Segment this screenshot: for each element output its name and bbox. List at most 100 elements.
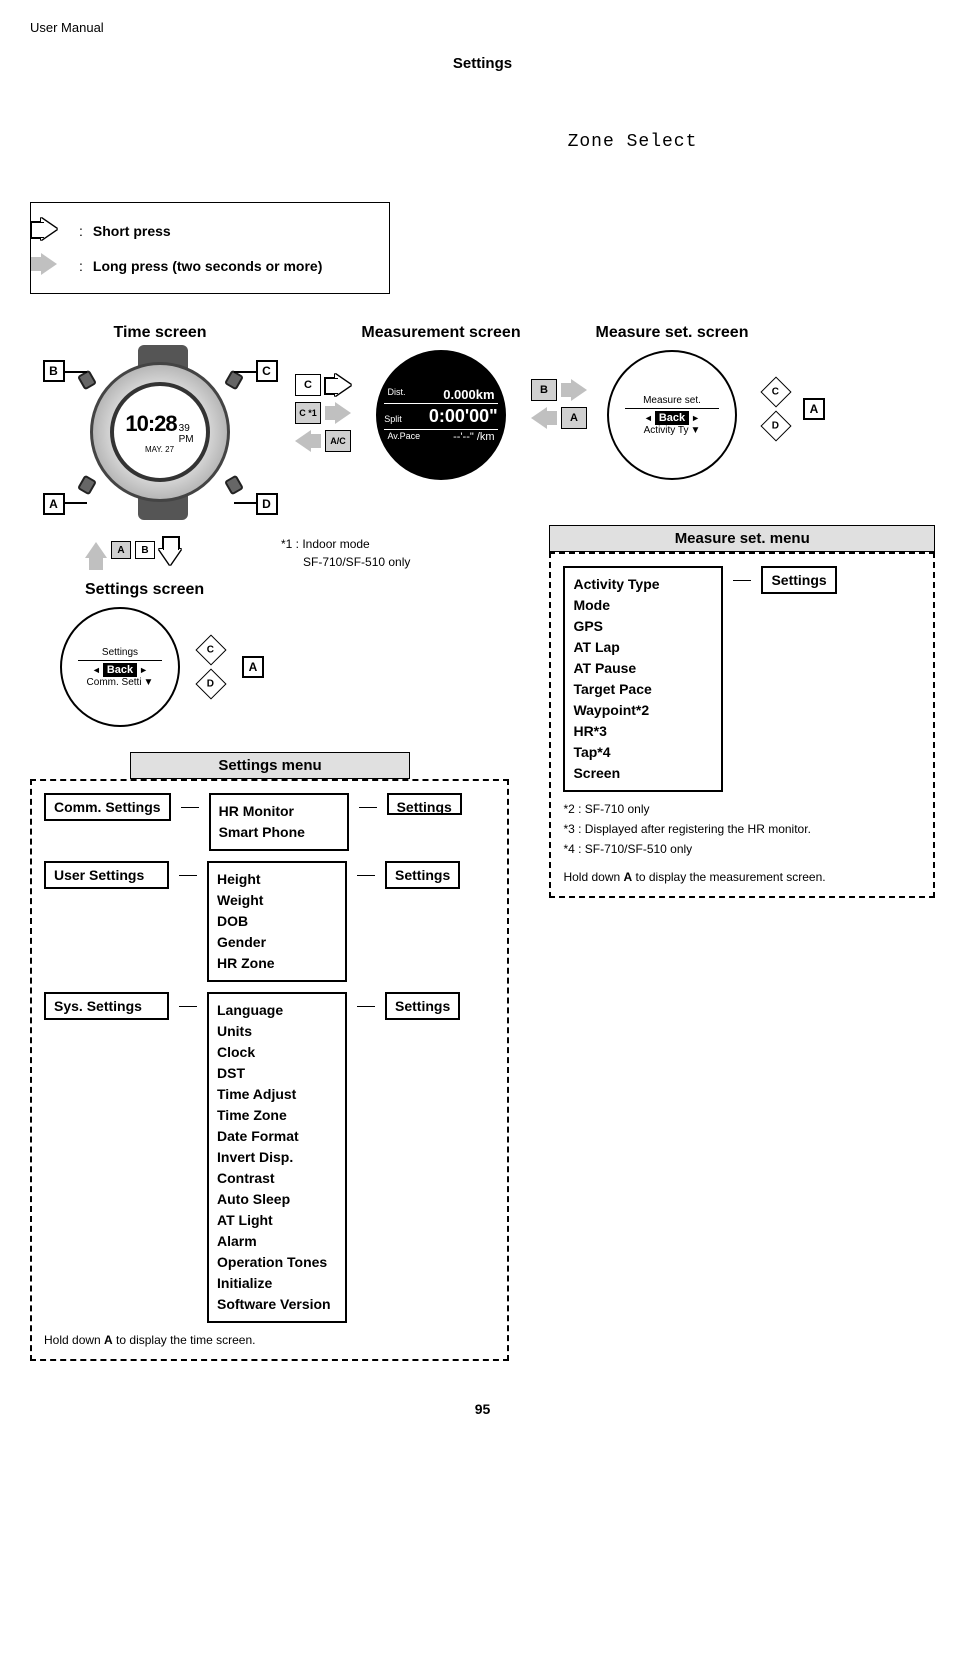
sys-item-1: Units — [217, 1021, 337, 1042]
indoor-note-l1: *1 : Indoor mode — [281, 535, 410, 553]
user-item-1: Weight — [217, 890, 337, 911]
measurement-screen-circle: Dist.0.000km Split0:00'00" Av.Pace--'--"… — [376, 350, 506, 480]
measure-set-menu-header: Measure set. menu — [549, 525, 935, 552]
btn-c-star: C *1 — [295, 402, 321, 424]
sys-item-2: Clock — [217, 1042, 337, 1063]
arrow-short-press-icon — [41, 218, 57, 240]
legend-box: : Short press : Long press (two seconds … — [30, 202, 390, 294]
marker-a-measset: A — [803, 398, 825, 420]
arrow-block-meas-to-set: B A — [531, 379, 587, 429]
comm-settings-box: Settings — [387, 793, 462, 815]
settings-hold-note: Hold down A to display the time screen. — [44, 1333, 495, 1347]
measset-item: Activity Ty — [644, 425, 689, 436]
legend-long-press: Long press (two seconds or more) — [93, 258, 322, 274]
indoor-note-l2: SF-710/SF-510 only — [281, 553, 410, 571]
setscr-back: Back — [103, 663, 137, 677]
meas-split-lbl: Split — [384, 413, 402, 425]
ms-item-7: HR*3 — [573, 721, 713, 742]
measure-set-circle: Measure set. ◄Back► Activity Ty▼ — [607, 350, 737, 480]
user-item-4: HR Zone — [217, 953, 337, 974]
sys-settings-label: Sys. Settings — [44, 992, 169, 1020]
page-number: 95 — [30, 1401, 935, 1417]
arrow-left-grey-icon — [295, 430, 311, 452]
measset-back: Back — [655, 411, 689, 425]
user-settings-label: User Settings — [44, 861, 169, 889]
btn-b-to-set: B — [531, 379, 557, 401]
sys-item-8: Contrast — [217, 1168, 337, 1189]
btn-ac: A/C — [325, 430, 351, 452]
sys-settings-list: Language Units Clock DST Time Adjust Tim… — [207, 992, 347, 1323]
sys-item-6: Date Format — [217, 1126, 337, 1147]
marker-a: A — [43, 493, 65, 515]
setscr-item: Comm. Setti — [87, 677, 142, 688]
legend-colon2: : — [79, 258, 83, 274]
dia-d2: D — [207, 678, 214, 689]
marker-b: B — [43, 360, 65, 382]
ms-item-4: AT Pause — [573, 658, 713, 679]
watch-illustration: 10:28 39 PM MAY. 27 B C A D — [48, 350, 273, 515]
marker-d: D — [256, 493, 278, 515]
sys-item-9: Auto Sleep — [217, 1189, 337, 1210]
marker-a-settings: A — [242, 656, 264, 678]
arrow-right-grey-icon2 — [571, 379, 587, 401]
btn-a-vert: A — [111, 541, 131, 559]
sys-item-10: AT Light — [217, 1210, 337, 1231]
settings-menu-header: Settings menu — [130, 752, 410, 779]
meas-pace-lbl: Av.Pace — [387, 430, 420, 444]
btn-b-vert: B — [135, 541, 155, 559]
ms-note-2: *4 : SF-710/SF-510 only — [563, 842, 921, 856]
cd-nav-measset: C D — [757, 379, 795, 439]
screens-row: Time screen 10:28 39 PM MAY. 27 B — [30, 324, 935, 515]
arrow-up-grey-icon — [85, 542, 107, 558]
meas-split-val: 0:00'00" — [429, 406, 498, 427]
ms-item-0: Activity Type — [573, 574, 713, 595]
ms-hold-note: Hold down A to display the measurement s… — [563, 870, 921, 884]
sys-item-3: DST — [217, 1063, 337, 1084]
meas-pace-val: --'--" /km — [453, 430, 494, 444]
ms-item-3: AT Lap — [573, 637, 713, 658]
dia-c: C — [772, 386, 779, 397]
legend-short-press: Short press — [93, 223, 171, 239]
measure-set-menu-panel: Activity Type Mode GPS AT Lap AT Pause T… — [549, 552, 935, 898]
watch-date: MAY. 27 — [145, 445, 174, 454]
ms-item-1: Mode — [573, 595, 713, 616]
dia-c2: C — [207, 644, 214, 655]
ms-item-5: Target Pace — [573, 679, 713, 700]
measure-set-screen-title: Measure set. screen — [596, 324, 749, 342]
sys-item-12: Operation Tones — [217, 1252, 337, 1273]
btn-a-from-set: A — [561, 407, 587, 429]
watch-time: 10:28 — [125, 411, 176, 437]
comm-item-1: Smart Phone — [219, 822, 339, 843]
sys-item-13: Initialize — [217, 1273, 337, 1294]
dia-d: D — [772, 420, 779, 431]
watch-ampm: PM — [179, 434, 194, 445]
sys-item-0: Language — [217, 1000, 337, 1021]
ms-item-6: Waypoint*2 — [573, 700, 713, 721]
arrow-right-icon — [335, 374, 351, 396]
btn-c-to-meas: C — [295, 374, 321, 396]
vertical-arrows: A B — [85, 535, 181, 565]
settings-circle: Settings ◄Back► Comm. Setti▼ — [60, 607, 180, 727]
user-item-2: DOB — [217, 911, 337, 932]
arrow-long-press-icon — [41, 253, 57, 275]
ms-item-2: GPS — [573, 616, 713, 637]
ms-item-8: Tap*4 — [573, 742, 713, 763]
header-user-manual: User Manual — [30, 20, 935, 35]
watch-sec: 39 — [179, 423, 194, 434]
sys-settings-box: Settings — [385, 992, 460, 1020]
setscr-title: Settings — [75, 647, 165, 658]
marker-c: C — [256, 360, 278, 382]
ms-item-9: Screen — [573, 763, 713, 784]
user-item-3: Gender — [217, 932, 337, 953]
measset-title: Measure set. — [622, 395, 723, 406]
settings-menu-panel: Comm. Settings HR Monitor Smart Phone Se… — [30, 779, 509, 1361]
settings-screen-title: Settings screen — [85, 581, 509, 599]
arrow-right-grey-icon — [335, 402, 351, 424]
sys-item-5: Time Zone — [217, 1105, 337, 1126]
zone-select-label: Zone Select — [330, 132, 935, 152]
comm-item-0: HR Monitor — [219, 801, 339, 822]
legend-colon: : — [79, 223, 83, 239]
sys-item-4: Time Adjust — [217, 1084, 337, 1105]
sys-item-11: Alarm — [217, 1231, 337, 1252]
measure-set-list: Activity Type Mode GPS AT Lap AT Pause T… — [563, 566, 723, 792]
